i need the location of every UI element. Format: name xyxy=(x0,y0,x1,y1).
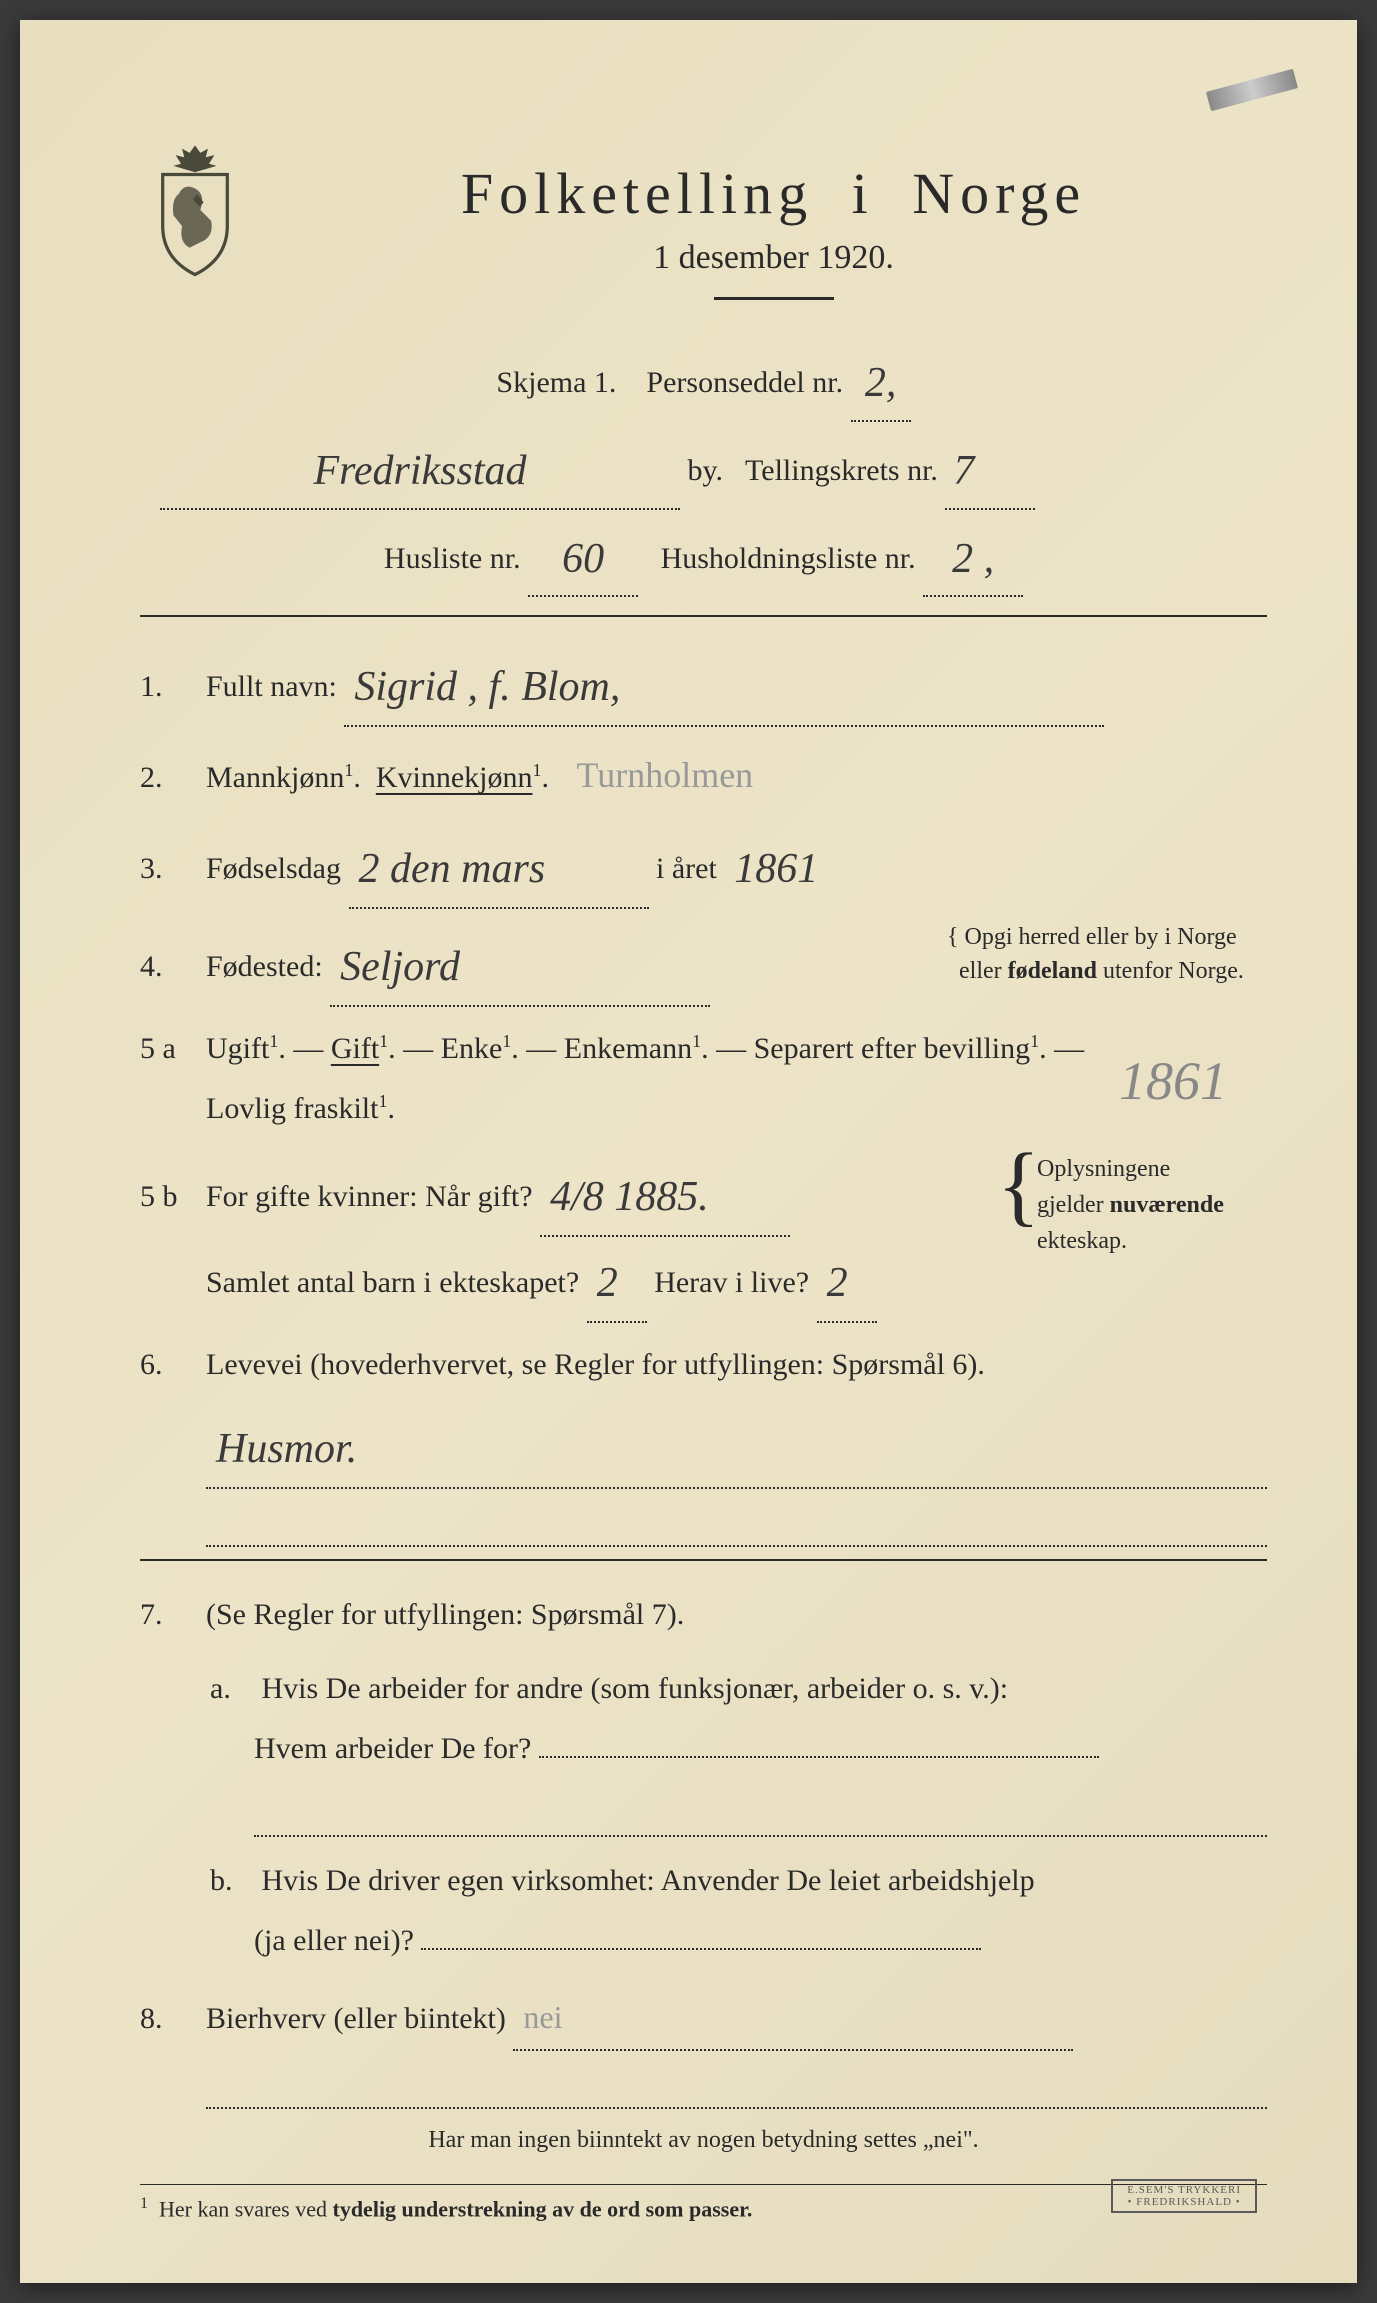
main-title: Folketelling i Norge xyxy=(280,160,1267,227)
q3-label: Fødselsdag xyxy=(206,852,341,885)
q5b-num: 5 b xyxy=(140,1167,190,1227)
q1-num: 1. xyxy=(140,657,190,717)
q5b-label1: For gifte kvinner: Når gift? xyxy=(206,1180,533,1213)
q8-value: nei xyxy=(523,1999,562,2035)
q5b-label3: Herav i live? xyxy=(654,1266,809,1299)
by-name: Fredriksstad xyxy=(313,448,526,494)
q5b-val1: 4/8 1885. xyxy=(550,1174,709,1220)
section-divider xyxy=(140,615,1267,617)
q3-day: 2 den mars xyxy=(359,846,546,892)
q4-side-note: { Opgi herred eller by i Norge eller fød… xyxy=(947,921,1267,988)
stamp-line2: • FREDRIKSHALD • xyxy=(1128,2196,1241,2208)
question-1: 1. Fullt navn: Sigrid , f. Blom, xyxy=(140,641,1267,727)
q5b-brace2: gjelder nuværende xyxy=(1037,1192,1224,1218)
q7a-line2: Hvem arbeider De for? xyxy=(210,1732,531,1765)
q8-label: Bierhverv (eller biintekt) xyxy=(206,2002,506,2035)
q5b-val2: 2 xyxy=(597,1260,618,1306)
q5b-brace1: Oplysningene xyxy=(1037,1156,1170,1182)
q5a-enkemann: Enkemann xyxy=(564,1032,692,1065)
q5a-ugift: Ugift xyxy=(206,1032,269,1065)
q5a-separert: Separert efter bevilling xyxy=(754,1032,1031,1065)
footnote-text: Her kan svares ved tydelig understreknin… xyxy=(159,2197,752,2222)
q5b-label2: Samlet antal barn i ekteskapet? xyxy=(206,1266,579,1299)
coat-of-arms-icon xyxy=(140,140,250,280)
question-5a: 5 a Ugift1. — Gift1. — Enke1. — Enkemann… xyxy=(140,1019,1267,1139)
question-8: 8. Bierhverv (eller biintekt) nei xyxy=(140,1985,1267,2109)
q5b-brace3: ekteskap. xyxy=(1037,1228,1127,1254)
q2-num: 2. xyxy=(140,748,190,808)
q5b-val3: 2 xyxy=(827,1260,848,1306)
tellingskrets-label: Tellingskrets nr. xyxy=(745,454,938,487)
footer-note: Har man ingen biinntekt av nogen betydni… xyxy=(140,2127,1267,2154)
mid-divider xyxy=(140,1559,1267,1561)
q5a-enke: Enke xyxy=(441,1032,503,1065)
q1-label: Fullt navn: xyxy=(206,670,337,703)
title-divider xyxy=(714,297,834,300)
q2-pencil-note: Turnholmen xyxy=(556,755,753,795)
question-2: 2. Mannkjønn1. Kvinnekjønn1. Turnholmen xyxy=(140,739,1267,811)
q6-label: Levevei (hovederhvervet, se Regler for u… xyxy=(206,1348,985,1381)
husliste-nr: 60 xyxy=(562,536,604,582)
tellingskrets-nr: 7 xyxy=(953,448,974,494)
q3-year: 1861 xyxy=(734,846,818,892)
question-5b: 5 b Oplysningene gjelder nuværende ektes… xyxy=(140,1151,1267,1323)
personseddel-nr: 2, xyxy=(865,360,897,406)
q6-num: 6. xyxy=(140,1335,190,1395)
q4-label: Fødested: xyxy=(206,950,323,983)
q5b-brace-note: Oplysningene gjelder nuværende ekteskap. xyxy=(1007,1151,1267,1259)
personseddel-label: Personseddel nr. xyxy=(646,366,843,399)
printer-stamp: E.SEM'S TRYKKERI • FREDRIKSHALD • xyxy=(1111,2179,1257,2213)
husholdning-label: Husholdningsliste nr. xyxy=(661,542,916,575)
q3-num: 3. xyxy=(140,839,190,899)
question-3: 3. Fødselsdag 2 den mars i året 1861 xyxy=(140,823,1267,909)
stamp-line1: E.SEM'S TRYKKERI xyxy=(1127,2184,1241,2196)
header-row: Folketelling i Norge 1 desember 1920. xyxy=(140,140,1267,330)
q2-kvinne: Kvinnekjønn xyxy=(376,761,533,794)
title-block: Folketelling i Norge 1 desember 1920. xyxy=(280,140,1267,330)
subtitle: 1 desember 1920. xyxy=(280,239,1267,277)
by-label: by. xyxy=(688,454,724,487)
skjema-label: Skjema 1. xyxy=(496,366,616,399)
q1-value: Sigrid , f. Blom, xyxy=(354,664,620,710)
q8-num: 8. xyxy=(140,1989,190,2049)
footnote-marker: 1 xyxy=(140,2195,148,2212)
q7b-line1: Hvis De driver egen virksomhet: Anvender… xyxy=(262,1864,1035,1897)
q7b-line2: (ja eller nei)? xyxy=(210,1924,414,1957)
q7b-letter: b. xyxy=(210,1851,254,1911)
q7-label: (Se Regler for utfyllingen: Spørsmål 7). xyxy=(206,1598,684,1631)
q5a-fraskilt: Lovlig fraskilt xyxy=(206,1092,378,1125)
husliste-label: Husliste nr. xyxy=(384,542,521,575)
q5a-num: 5 a xyxy=(140,1019,190,1079)
question-7b: b. Hvis De driver egen virksomhet: Anven… xyxy=(140,1851,1267,1971)
q4-value: Seljord xyxy=(340,944,460,990)
question-6: 6. Levevei (hovederhvervet, se Regler fo… xyxy=(140,1335,1267,1547)
q4-side1: Opgi herred eller by i Norge xyxy=(965,924,1237,950)
q7a-line1: Hvis De arbeider for andre (som funksjon… xyxy=(262,1672,1009,1705)
q2-mann: Mannkjønn xyxy=(206,761,344,794)
q5a-gift: Gift xyxy=(331,1032,379,1065)
q4-side2: eller fødeland utenfor Norge. xyxy=(959,958,1244,984)
staple-mark xyxy=(1206,69,1298,112)
q7a-letter: a. xyxy=(210,1659,254,1719)
husholdning-nr: 2 , xyxy=(952,536,994,582)
q4-num: 4. xyxy=(140,937,190,997)
q7-num: 7. xyxy=(140,1585,190,1645)
question-7a: a. Hvis De arbeider for andre (som funks… xyxy=(140,1659,1267,1837)
question-4: 4. { Opgi herred eller by i Norge eller … xyxy=(140,921,1267,1007)
footnote: 1 Her kan svares ved tydelig understrekn… xyxy=(140,2184,1267,2222)
question-7: 7. (Se Regler for utfyllingen: Spørsmål … xyxy=(140,1585,1267,1645)
q6-value: Husmor. xyxy=(216,1426,357,1472)
meta-block: Skjema 1. Personseddel nr. 2, Fredriksst… xyxy=(140,340,1267,597)
margin-year-pencil: 1861 xyxy=(1119,1050,1227,1112)
census-form-page: Folketelling i Norge 1 desember 1920. Sk… xyxy=(20,20,1357,2283)
q7b-field xyxy=(421,1948,981,1950)
q3-year-label: i året xyxy=(656,852,717,885)
q7a-field xyxy=(539,1756,1099,1758)
